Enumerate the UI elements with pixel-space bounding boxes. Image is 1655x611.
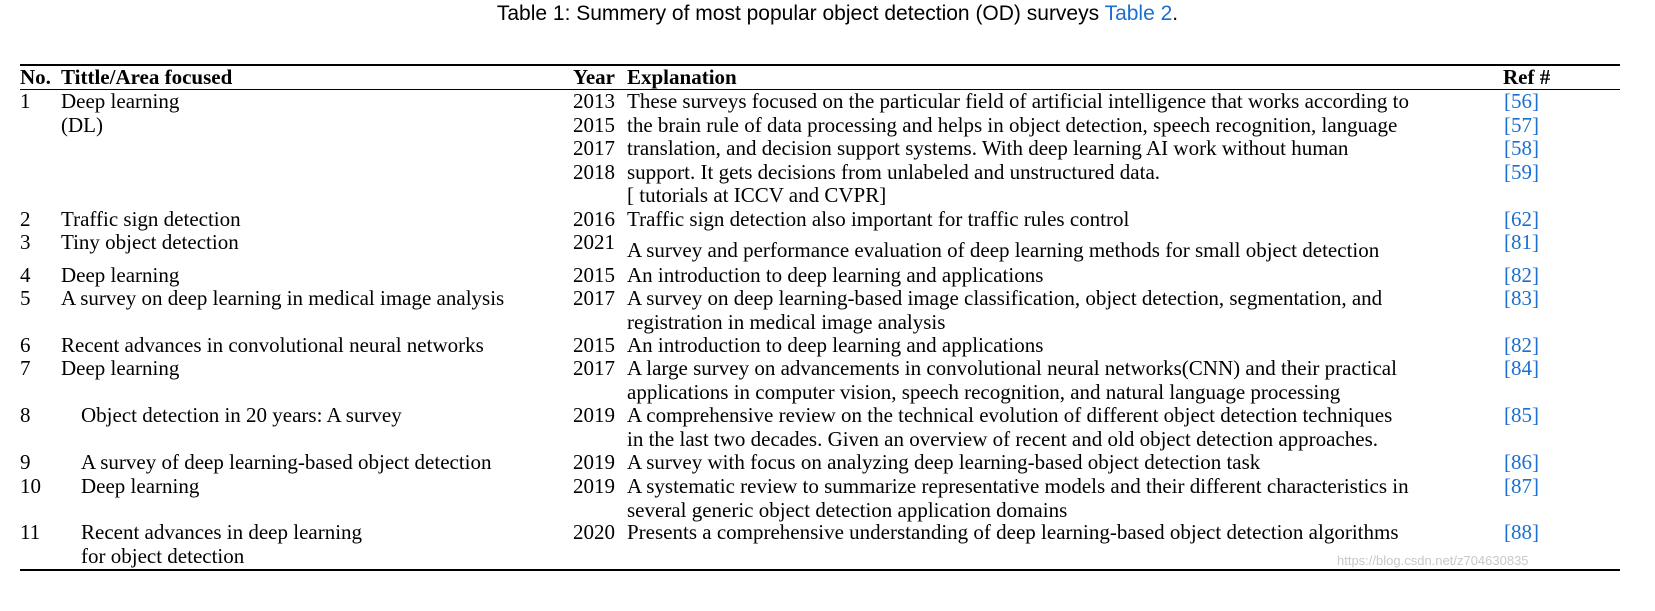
row-ref-links[interactable]: [81] xyxy=(1504,230,1539,254)
row-ref-links[interactable]: [88] xyxy=(1504,520,1539,544)
row-number: 4 xyxy=(20,263,31,287)
row-number: 11 xyxy=(20,520,41,544)
row-number: 8 xyxy=(20,403,31,427)
table-caption: Table 1: Summery of most popular object … xyxy=(0,0,1655,28)
row-ref-links[interactable]: [84] xyxy=(1504,356,1539,380)
caption-suffix: . xyxy=(1172,2,1179,25)
row-year: 2019 xyxy=(573,450,615,474)
row-number: 10 xyxy=(20,474,41,498)
row-title: A survey on deep learning in medical ima… xyxy=(61,286,505,310)
row-number: 9 xyxy=(20,450,31,474)
row-number: 1 xyxy=(20,89,31,113)
row-explanation: A comprehensive review on the technical … xyxy=(627,403,1393,451)
row-ref-links[interactable]: [83] xyxy=(1504,286,1539,310)
row-explanation: Presents a comprehensive understanding o… xyxy=(627,520,1399,544)
row-ref-links[interactable]: [62] xyxy=(1504,207,1539,231)
row-explanation: Traffic sign detection also important fo… xyxy=(627,207,1130,231)
row-explanation: A systematic review to summarize represe… xyxy=(627,474,1409,522)
row-year: 2017 xyxy=(573,356,615,380)
row-year: 2019 xyxy=(573,474,615,498)
row-year: 2013 2015 2017 2018 xyxy=(573,89,615,184)
row-year: 2019 xyxy=(573,403,615,427)
row-number: 6 xyxy=(20,333,31,357)
row-number: 3 xyxy=(20,230,31,254)
row-number: 7 xyxy=(20,356,31,380)
row-title: Recent advances in deep learning for obje… xyxy=(81,520,363,568)
row-number: 2 xyxy=(20,207,31,231)
row-year: 2020 xyxy=(573,520,615,544)
row-ref-links[interactable]: [85] xyxy=(1504,403,1539,427)
row-title: Tiny object detection xyxy=(61,230,239,254)
row-year: 2021 xyxy=(573,230,615,254)
row-ref-links[interactable]: [82] xyxy=(1504,333,1539,357)
row-year: 2017 xyxy=(573,286,615,310)
row-explanation: A large survey on advancements in convol… xyxy=(627,356,1397,404)
table-top-rule xyxy=(20,64,1620,66)
row-title: Traffic sign detection xyxy=(61,207,241,231)
row-title: Deep learning xyxy=(81,474,200,498)
caption-text: Table 1: Summery of most popular object … xyxy=(496,2,1105,25)
row-year: 2015 xyxy=(573,263,615,287)
row-title: Deep learning xyxy=(61,263,180,287)
row-explanation: These surveys focused on the particular … xyxy=(627,89,1409,208)
row-title: A survey of deep learning-based object d… xyxy=(81,450,492,474)
row-year: 2015 xyxy=(573,333,615,357)
row-title: Deep learning xyxy=(61,356,180,380)
row-ref-links[interactable]: [87] xyxy=(1504,474,1539,498)
row-title: Deep learning (DL) xyxy=(61,89,180,137)
row-title: Recent advances in convolutional neural … xyxy=(61,333,484,357)
row-number: 5 xyxy=(20,286,31,310)
header-ref: Ref # xyxy=(1503,65,1551,89)
row-year: 2016 xyxy=(573,207,615,231)
header-year: Year xyxy=(573,65,615,89)
table-bottom-rule xyxy=(20,569,1620,571)
row-ref-links[interactable]: [82] xyxy=(1504,263,1539,287)
caption-table-link[interactable]: Table 2 xyxy=(1104,2,1173,25)
row-explanation: A survey on deep learning-based image cl… xyxy=(627,286,1383,334)
header-title: Tittle/Area focused xyxy=(61,65,233,89)
header-explanation: Explanation xyxy=(627,65,737,89)
row-title: Object detection in 20 years: A survey xyxy=(81,403,402,427)
watermark-text: https://blog.csdn.net/z704630835 xyxy=(1337,553,1529,568)
row-explanation: A survey with focus on analyzing deep le… xyxy=(627,450,1261,474)
row-explanation: An introduction to deep learning and app… xyxy=(627,333,1044,357)
header-no: No. xyxy=(20,65,51,89)
row-explanation: A survey and performance evaluation of d… xyxy=(627,238,1380,262)
row-explanation: An introduction to deep learning and app… xyxy=(627,263,1044,287)
row-ref-links[interactable]: [86] xyxy=(1504,450,1539,474)
table-header-rule xyxy=(20,89,1620,90)
row-ref-links[interactable]: [56] [57] [58] [59] xyxy=(1504,89,1539,184)
